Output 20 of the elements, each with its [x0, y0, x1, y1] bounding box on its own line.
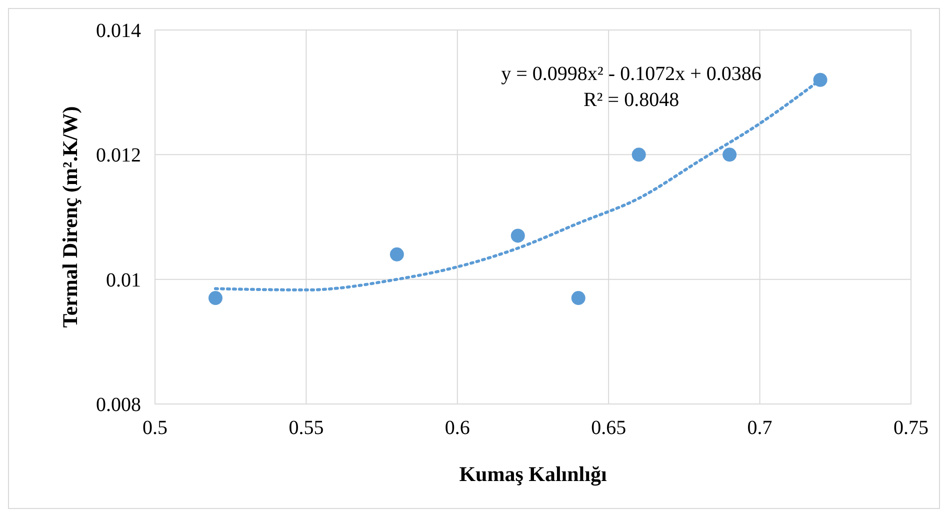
point — [632, 148, 646, 162]
y-tick-label: 0.008 — [96, 394, 141, 416]
x-tick-label: 0.75 — [894, 417, 928, 439]
x-tick-label: 0.55 — [288, 417, 324, 439]
annotation: R² = 0.8048 — [583, 89, 680, 111]
point — [510, 228, 525, 243]
y-axis-title: Termal Direnç (m².K/W) — [58, 106, 82, 328]
y-tick-label: 0.01 — [106, 269, 141, 292]
x-axis-title: Kumaş Kalınlığı — [459, 462, 607, 486]
x-tick-label: 0.7 — [747, 417, 772, 439]
point — [722, 148, 737, 162]
x-tick-label: 0.6 — [444, 417, 470, 439]
x-tick-label: 0.65 — [591, 417, 626, 439]
point — [208, 291, 222, 306]
annotation: y = 0.0998x² - 0.1072x + 0.0386 — [501, 63, 762, 85]
point — [571, 291, 586, 306]
y-tick-label: 0.014 — [96, 20, 141, 42]
x-tick-label: 0.5 — [142, 417, 168, 439]
y-tick-label: 0.012 — [96, 144, 141, 167]
point — [390, 247, 404, 262]
